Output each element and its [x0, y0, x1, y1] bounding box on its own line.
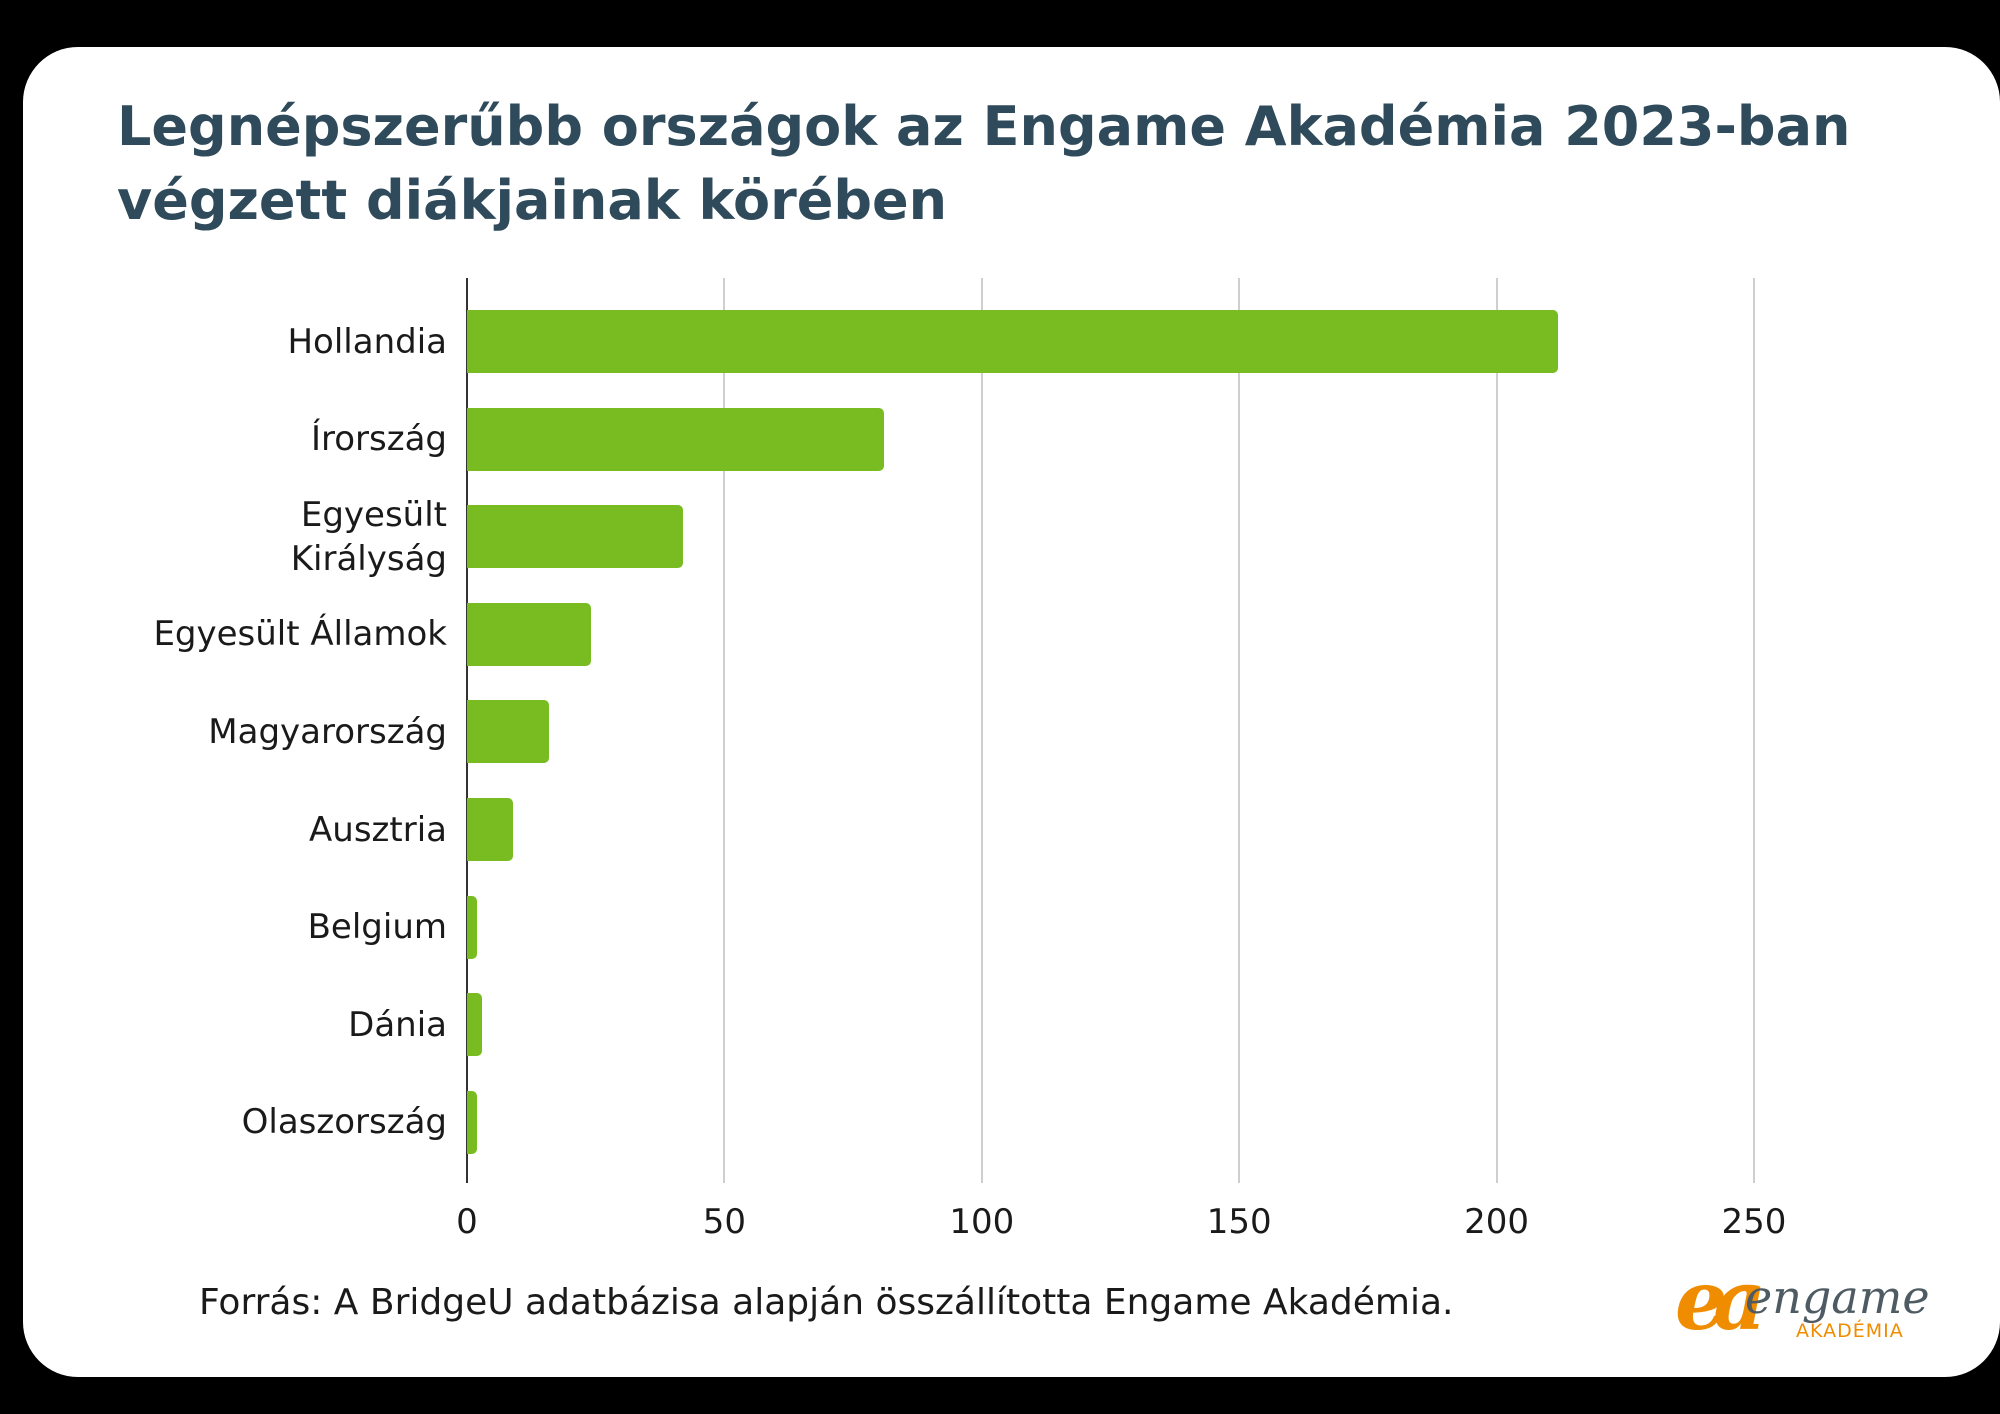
x-tick-label: 250 [1721, 1202, 1787, 1242]
category-label: Egyesült Államok [87, 612, 447, 656]
x-tick-label: 100 [949, 1202, 1015, 1242]
category-label: Belgium [87, 905, 447, 949]
category-label-line: Egyesült [300, 494, 447, 535]
engame-logo-icon: ea [1675, 1253, 1766, 1349]
gridline [1753, 278, 1755, 1183]
chart-card [23, 47, 2000, 1377]
category-label-line: Hollandia [287, 321, 447, 362]
category-label: Írország [87, 417, 447, 461]
x-tick-label: 200 [1464, 1202, 1530, 1242]
category-label: Hollandia [87, 320, 447, 364]
bar[interactable] [467, 407, 884, 471]
bar[interactable] [467, 700, 550, 764]
category-label: Egyesült Királyság [87, 493, 447, 581]
bar[interactable] [467, 310, 1559, 373]
category-label: Olaszország [87, 1100, 447, 1144]
category-label-line: Ausztria [309, 809, 447, 850]
source-note: Forrás: A BridgeU adatbázisa alapján öss… [199, 1282, 1454, 1323]
gridline [980, 278, 983, 1183]
gridline [1495, 278, 1498, 1183]
chart-title: Legnépszerűbb országok az Engame Akadémi… [117, 95, 1851, 232]
category-label: Dánia [87, 1003, 447, 1047]
category-label-line: Belgium [307, 907, 447, 948]
bar[interactable] [467, 602, 591, 666]
engame-logo: ea engame AKADÉMIA [1675, 1260, 1930, 1343]
logo-wordmark: engame [1745, 1270, 1930, 1324]
x-tick-label: 0 [456, 1202, 478, 1242]
category-label: Ausztria [87, 808, 447, 852]
category-label-line: Magyarország [208, 711, 447, 752]
gridline [723, 278, 726, 1183]
bar[interactable] [467, 505, 684, 569]
x-tick-label: 50 [702, 1202, 747, 1242]
category-label: Magyarország [87, 710, 447, 754]
gridline [1238, 278, 1241, 1183]
category-label-line: Olaszország [241, 1102, 447, 1143]
bar[interactable] [467, 1090, 478, 1154]
x-tick-label: 150 [1206, 1202, 1272, 1242]
bar[interactable] [467, 993, 483, 1057]
category-label-line: Dánia [348, 1004, 447, 1045]
category-label-line: Írország [310, 419, 447, 460]
category-label-line: Királyság [290, 538, 447, 579]
bar[interactable] [467, 798, 514, 861]
category-label-line: Egyesült Államok [153, 614, 447, 655]
bar[interactable] [467, 895, 478, 959]
logo-subtitle: AKADÉMIA [1796, 1320, 1904, 1342]
